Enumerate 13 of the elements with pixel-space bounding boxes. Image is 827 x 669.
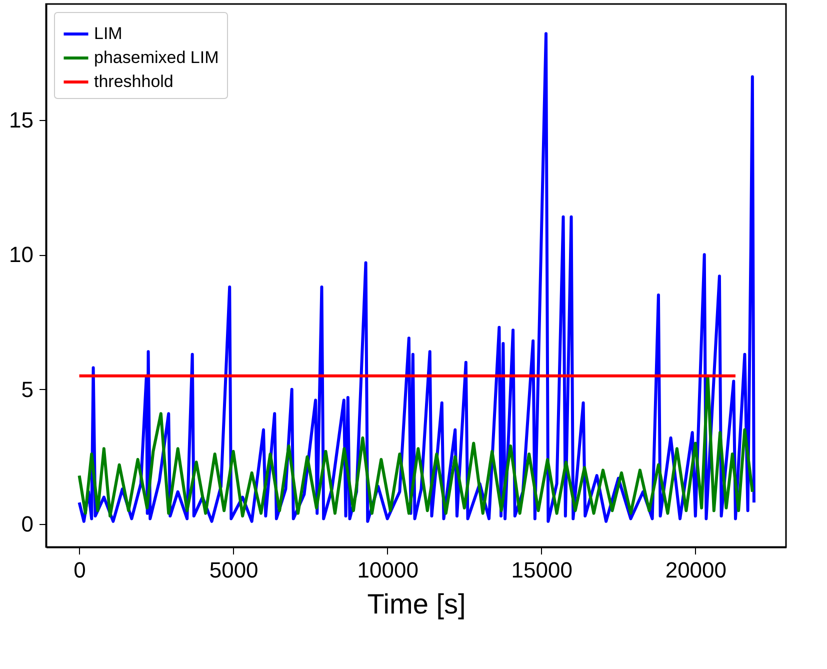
x-axis-title: Time [s] (367, 588, 466, 620)
x-tick-label: 20000 (665, 558, 727, 582)
x-tick-label: 5000 (209, 558, 258, 582)
y-tick-label: 10 (9, 242, 34, 268)
y-tick-label: 5 (21, 376, 34, 402)
legend-label: phasemixed LIM (94, 48, 219, 67)
x-tick-label: 10000 (357, 558, 418, 582)
legend-label: threshhold (94, 72, 174, 91)
y-tick-label: 15 (9, 107, 34, 132)
y-tick-label: 0 (21, 512, 34, 537)
x-tick-label: 0 (74, 558, 86, 582)
x-tick-label: 15000 (511, 558, 572, 582)
legend-label: LIM (94, 24, 122, 43)
